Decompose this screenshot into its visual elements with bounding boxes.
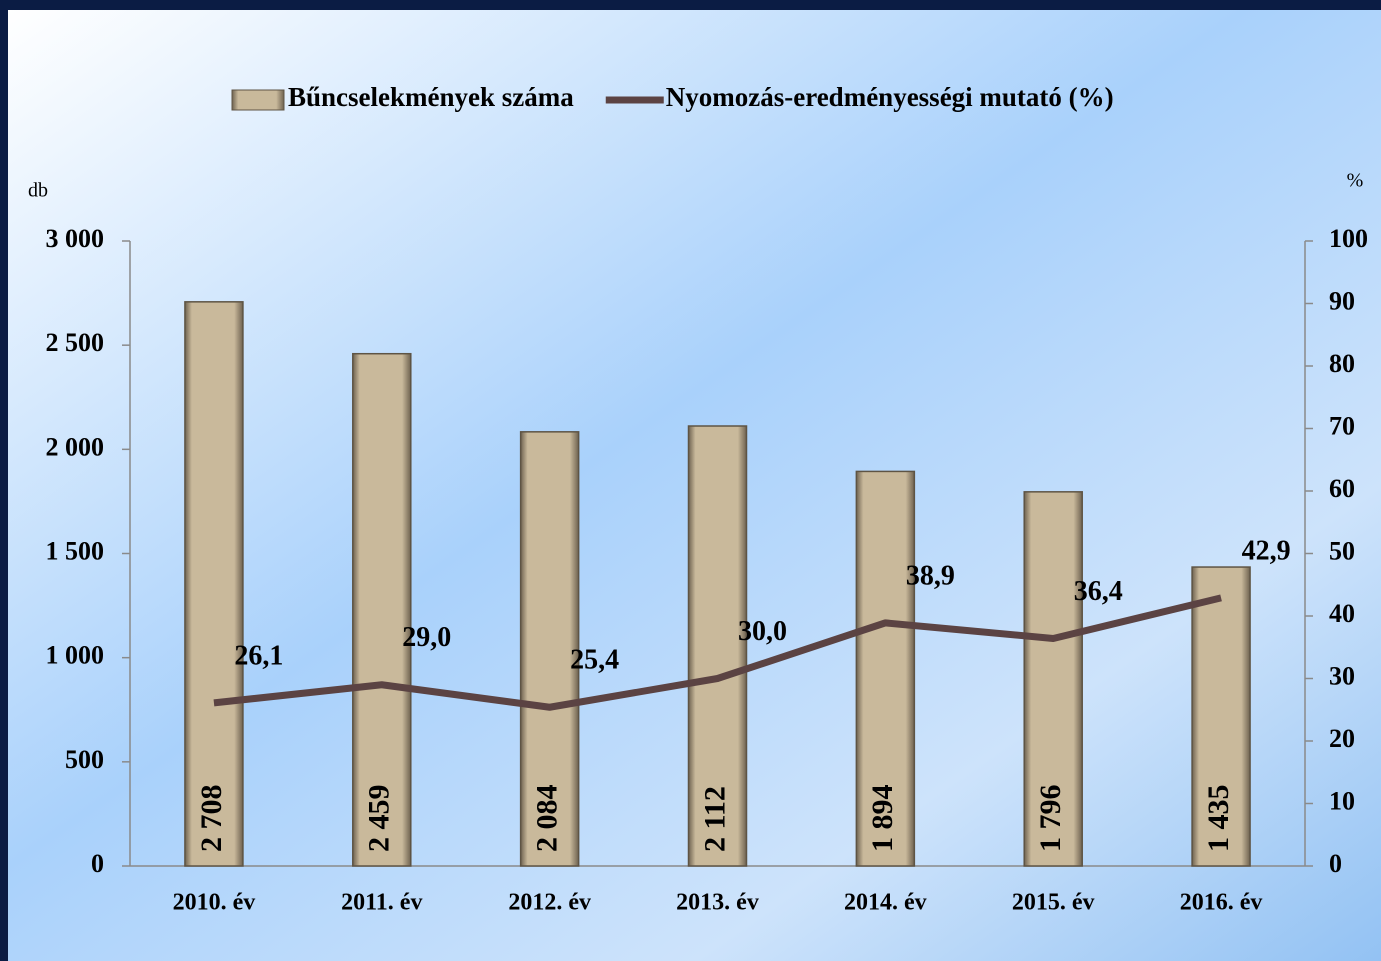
legend-label: Nyomozás-eredményességi mutató (%) (666, 82, 1114, 112)
y2-tick-label: 50 (1329, 536, 1355, 565)
bar (519, 431, 580, 867)
y2-tick-label: 80 (1329, 349, 1355, 378)
bar-value-label: 2 708 (195, 785, 228, 853)
bar (184, 301, 244, 867)
bar (687, 425, 748, 867)
y-axis-label: db (28, 180, 48, 202)
line (213, 594, 1222, 711)
line-value-label: 26,1 (234, 640, 283, 671)
y2-tick-label: 90 (1329, 286, 1355, 315)
line-value-label: 29,0 (402, 622, 451, 653)
y-tick-label: 2 500 (46, 328, 105, 357)
y2-tick-label: 100 (1329, 224, 1368, 253)
y-tick-label: 3 000 (46, 224, 105, 253)
x-tick-label: 2014. év (844, 890, 927, 916)
y2-tick-label: 0 (1329, 849, 1342, 878)
x-tick-label: 2012. év (508, 890, 591, 916)
bar-value-label: 1 435 (1202, 785, 1235, 853)
y2-tick-label: 20 (1329, 724, 1355, 753)
line-value-label: 38,9 (906, 560, 955, 591)
y-tick-label: 2 000 (46, 432, 105, 461)
x-tick-label: 2010. év (173, 890, 256, 916)
bar-value-label: 2 459 (363, 785, 396, 853)
x-tick-label: 2011. év (341, 890, 422, 916)
legend-label: Bűncselekmények száma (288, 82, 574, 112)
line-value-label: 42,9 (1242, 535, 1291, 566)
y-tick-label: 0 (91, 849, 104, 878)
legend-swatch (231, 89, 285, 111)
bar-value-label: 2 084 (531, 785, 564, 853)
line-value-label: 30,0 (738, 616, 787, 647)
bar (1191, 566, 1251, 867)
y2-tick-label: 40 (1329, 599, 1355, 628)
y-tick-label: 500 (65, 745, 104, 774)
x-tick-label: 2013. év (676, 890, 759, 916)
y2-tick-label: 30 (1329, 661, 1355, 690)
y-tick-label: 1 500 (46, 536, 105, 565)
bar-value-label: 2 112 (698, 786, 731, 852)
line-value-label: 36,4 (1074, 576, 1123, 607)
y-tick-label: 1 000 (46, 641, 105, 670)
line-value-label: 25,4 (570, 645, 619, 676)
bar-value-label: 1 796 (1034, 785, 1067, 853)
x-tick-label: 2016. év (1180, 890, 1263, 916)
bar (1023, 491, 1083, 867)
y2-tick-label: 60 (1329, 474, 1355, 503)
bar (352, 352, 412, 867)
y2-tick-label: 10 (1329, 786, 1355, 815)
bar-value-label: 1 894 (866, 785, 899, 853)
bar (855, 470, 916, 867)
y2-tick-label: 70 (1329, 411, 1355, 440)
y2-axis-label: % (1347, 170, 1364, 192)
x-tick-label: 2015. év (1012, 890, 1095, 916)
